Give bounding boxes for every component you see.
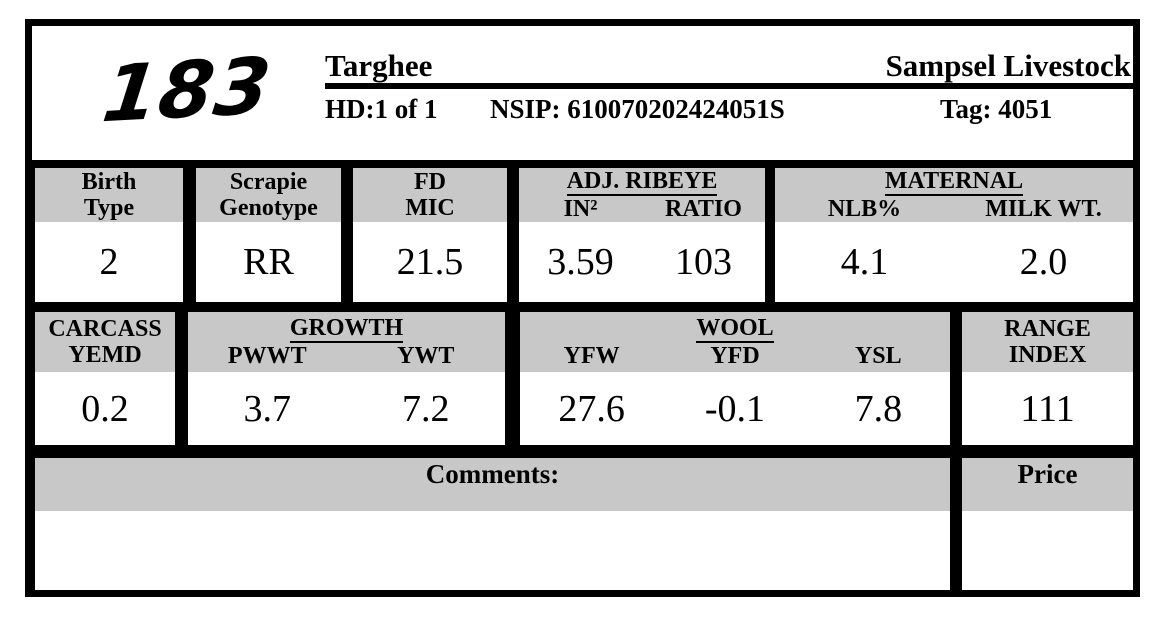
- range-index-header: RANGE INDEX: [962, 312, 1133, 372]
- lot-number: 183: [97, 41, 277, 141]
- adj-ribeye-ratio-value: 103: [675, 241, 732, 283]
- fd-mic-label-line2: MIC: [405, 195, 455, 221]
- carcass-label-line2: YEMD: [68, 342, 142, 368]
- wool-subheaders: YFW YFD YSL: [520, 343, 950, 369]
- scrapie-genotype-value: RR: [243, 241, 294, 283]
- comments-cell: Comments:: [35, 458, 950, 590]
- comments-blank-area: [35, 511, 950, 590]
- range-index-label-line2: INDEX: [1008, 342, 1087, 368]
- adj-ribeye-header: ADJ. RIBEYE IN² RATIO: [519, 168, 765, 222]
- wool-group-label: WOOL: [696, 314, 774, 343]
- head-count: HD:1 of 1: [325, 94, 438, 124]
- growth-ywt-value: 7.2: [402, 387, 450, 430]
- maternal-values: 4.1 2.0: [775, 222, 1133, 302]
- adj-ribeye-values: 3.59 103: [519, 222, 765, 302]
- header-divider-rule: [325, 83, 1133, 89]
- fd-mic-cell: FD MIC 21.5: [353, 168, 507, 302]
- birth-type-value: 2: [99, 241, 119, 283]
- scrapie-label-line2: Genotype: [219, 195, 318, 221]
- range-index-label-line1: RANGE: [1004, 316, 1091, 342]
- carcass-yemd-header: CARCASS YEMD: [35, 312, 175, 372]
- wool-yfd-value: -0.1: [704, 387, 766, 430]
- range-index-cell: RANGE INDEX 111: [962, 312, 1133, 445]
- adj-ribeye-in2-value: 3.59: [547, 241, 614, 283]
- growth-subheaders: PWWT YWT: [188, 343, 505, 369]
- wool-col-yfd: YFD: [710, 342, 760, 369]
- ranch-name: Sampsel Livestock: [885, 48, 1131, 83]
- footer-row: Comments: Price: [32, 455, 1133, 590]
- price-label: Price: [1017, 459, 1078, 489]
- growth-col-ywt: YWT: [397, 342, 455, 369]
- adj-ribeye-cell: ADJ. RIBEYE IN² RATIO 3.59 103: [519, 168, 765, 302]
- scrapie-genotype-header: Scrapie Genotype: [196, 168, 341, 222]
- wool-values: 27.6 -0.1 7.8: [520, 372, 950, 445]
- sale-card-border: 183 Targhee Sampsel Livestock HD:1 of 1 …: [25, 19, 1140, 597]
- price-blank-area: [962, 511, 1133, 590]
- nsip-id: NSIP: 610070202424051S: [490, 94, 785, 124]
- maternal-col-milkwt: MILK WT.: [985, 195, 1102, 222]
- maternal-header: MATERNAL NLB% MILK WT.: [775, 168, 1133, 222]
- adj-ribeye-subheaders: IN² RATIO: [519, 196, 765, 222]
- comments-label: Comments:: [425, 459, 560, 489]
- fd-mic-value: 21.5: [396, 241, 464, 283]
- wool-col-ysl: YSL: [854, 342, 902, 369]
- birth-type-label-line1: Birth: [81, 169, 137, 195]
- maternal-group-label: MATERNAL: [884, 167, 1024, 196]
- price-cell: Price: [962, 458, 1133, 590]
- stats-row-1: Birth Type 2 Scrapie Genotype RR FD MIC …: [32, 160, 1133, 310]
- growth-group-label: GROWTH: [289, 314, 404, 343]
- maternal-nlb-value: 4.1: [840, 241, 889, 283]
- growth-values: 3.7 7.2: [188, 372, 505, 445]
- carcass-yemd-cell: CARCASS YEMD 0.2: [35, 312, 175, 445]
- fd-mic-label-line1: FD: [414, 169, 446, 195]
- birth-type-cell: Birth Type 2: [35, 168, 183, 302]
- breed-name: Targhee: [325, 48, 433, 83]
- range-index-value: 111: [1020, 387, 1075, 430]
- fd-mic-header: FD MIC: [353, 168, 507, 222]
- maternal-col-nlb: NLB%: [827, 195, 902, 222]
- growth-pwwt-value: 3.7: [243, 387, 292, 430]
- growth-col-pwwt: PWWT: [227, 342, 307, 369]
- carcass-label-line1: CARCASS: [48, 316, 162, 342]
- adj-ribeye-col-ratio: RATIO: [665, 195, 742, 222]
- maternal-milkwt-value: 2.0: [1019, 241, 1068, 283]
- wool-header: WOOL YFW YFD YSL: [520, 312, 950, 372]
- adj-ribeye-col-in2: IN²: [563, 195, 598, 222]
- carcass-yemd-value: 0.2: [81, 387, 129, 430]
- birth-type-header: Birth Type: [35, 168, 183, 222]
- wool-col-yfw: YFW: [563, 342, 620, 369]
- stats-row-2: CARCASS YEMD 0.2 GROWTH PWWT YWT 3.7 7.2: [32, 310, 1133, 455]
- comments-header: Comments:: [35, 458, 950, 511]
- maternal-subheaders: NLB% MILK WT.: [775, 196, 1133, 222]
- adj-ribeye-group-label: ADJ. RIBEYE: [566, 167, 718, 196]
- birth-type-label-line2: Type: [83, 195, 135, 221]
- price-header: Price: [962, 458, 1133, 511]
- scrapie-genotype-cell: Scrapie Genotype RR: [196, 168, 341, 302]
- scrapie-label-line1: Scrapie: [229, 169, 308, 195]
- tag-number: Tag: 4051: [940, 94, 1053, 124]
- growth-cell: GROWTH PWWT YWT 3.7 7.2: [188, 312, 505, 445]
- wool-cell: WOOL YFW YFD YSL 27.6 -0.1 7.8: [520, 312, 950, 445]
- maternal-cell: MATERNAL NLB% MILK WT. 4.1 2.0: [775, 168, 1133, 302]
- wool-yfw-value: 27.6: [558, 387, 625, 430]
- growth-header: GROWTH PWWT YWT: [188, 312, 505, 372]
- wool-ysl-value: 7.8: [854, 387, 903, 430]
